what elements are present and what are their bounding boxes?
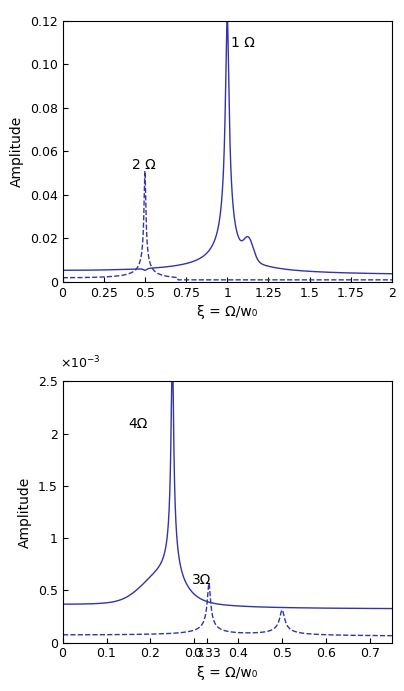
Text: 4Ω: 4Ω <box>128 417 148 431</box>
X-axis label: ξ = Ω/w₀: ξ = Ω/w₀ <box>197 305 257 319</box>
Y-axis label: Amplitude: Amplitude <box>10 116 24 187</box>
X-axis label: ξ = Ω/w₀: ξ = Ω/w₀ <box>197 666 257 680</box>
Text: 3Ω: 3Ω <box>192 573 212 587</box>
Text: 1 Ω: 1 Ω <box>231 36 255 50</box>
Y-axis label: Amplitude: Amplitude <box>18 476 32 547</box>
Text: 2 Ω: 2 Ω <box>132 158 156 172</box>
Text: $\times 10^{-3}$: $\times 10^{-3}$ <box>61 354 101 371</box>
